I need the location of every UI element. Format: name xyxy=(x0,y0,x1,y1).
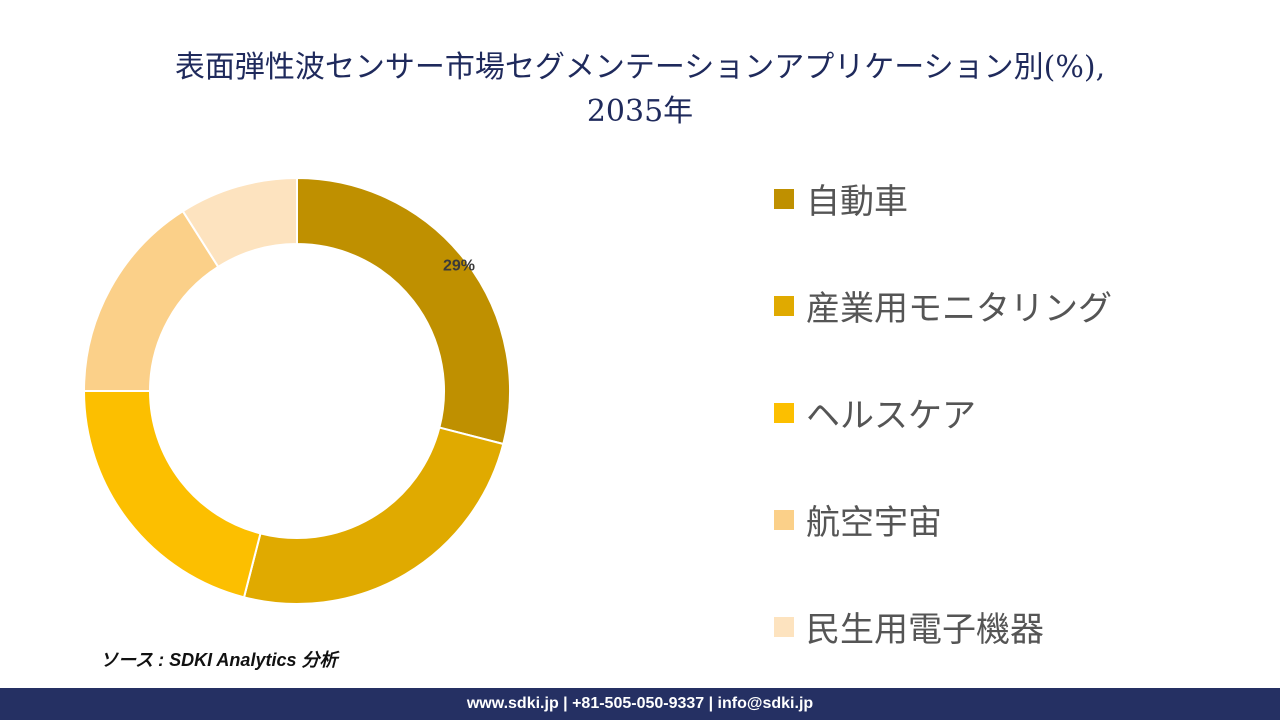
legend-swatch-5 xyxy=(774,616,794,637)
legend-label-5: 民生用電子機器 xyxy=(806,610,1044,650)
legend-item-4: 航空宇宙 xyxy=(774,466,1254,573)
donut-chart: 29% xyxy=(82,176,511,605)
chart-title: 表面弾性波センサー市場セグメンテーションアプリケーション別(%), 2035年 xyxy=(40,46,1240,134)
chart-legend: 自動車産業用モニタリング ヘルスケア航空宇宙民生用電子機器 xyxy=(774,145,1254,680)
legend-swatch-2 xyxy=(774,295,794,316)
donut-slice-3 xyxy=(82,390,262,599)
legend-item-1: 自動車 xyxy=(774,145,1254,252)
source-note: ソース : SDKI Analytics 分析 xyxy=(100,650,338,670)
legend-item-2: 産業用モニタリング xyxy=(774,252,1254,359)
legend-label-3: ヘルスケア xyxy=(806,396,976,436)
chart-title-line2: 2035年 xyxy=(586,94,694,129)
legend-swatch-4 xyxy=(774,509,794,530)
legend-item-5: 民生用電子機器 xyxy=(774,573,1254,680)
footer-contact-bar: www.sdki.jp | +81-505-050-9337 | info@sd… xyxy=(0,688,1280,720)
legend-label-2: 産業用モニタリング xyxy=(806,289,1112,329)
legend-swatch-3 xyxy=(774,402,794,423)
legend-label-4: 航空宇宙 xyxy=(806,503,942,543)
donut-slice-2 xyxy=(242,426,505,605)
legend-item-3: ヘルスケア xyxy=(774,359,1254,466)
legend-label-1: 自動車 xyxy=(806,182,908,222)
donut-slice-1 xyxy=(296,176,511,446)
chart-title-line1: 表面弾性波センサー市場セグメンテーションアプリケーション別(%), xyxy=(174,50,1106,85)
donut-slice-5 xyxy=(181,176,298,269)
data-label-1: 29% xyxy=(443,257,475,274)
donut-slice-4 xyxy=(82,209,220,392)
legend-swatch-1 xyxy=(774,188,794,209)
